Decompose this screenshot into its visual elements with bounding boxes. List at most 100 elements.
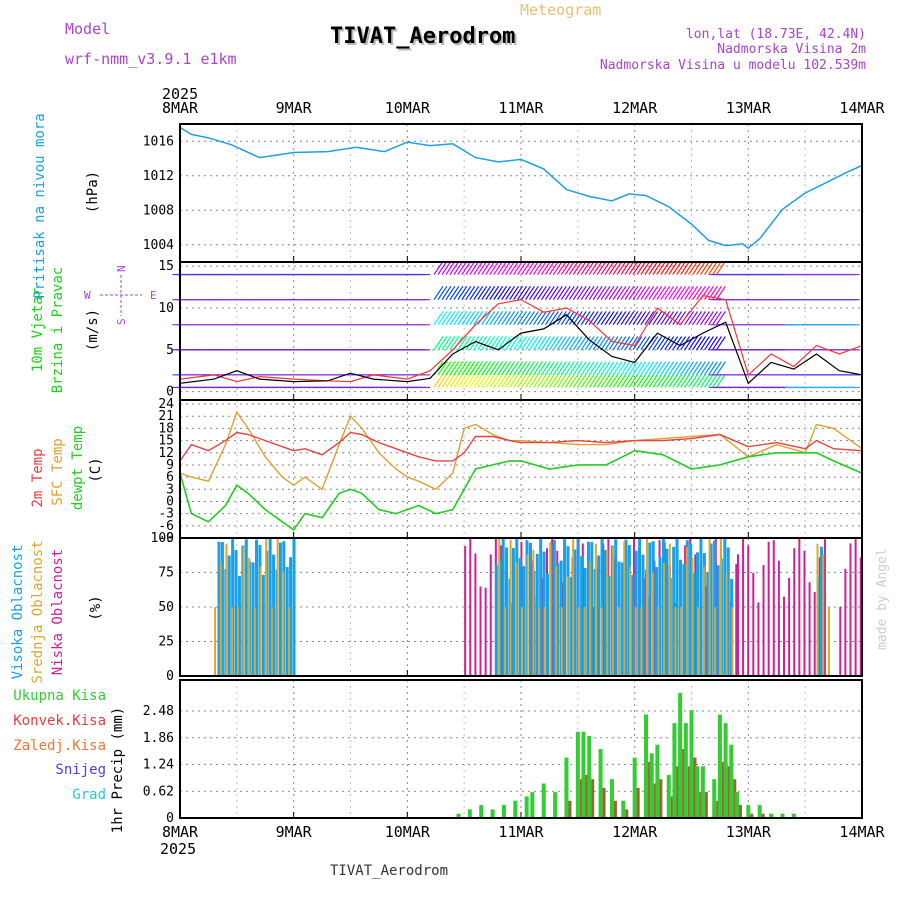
cloud-bar-low <box>849 543 852 676</box>
wind-arrow <box>632 285 643 300</box>
wind-arrow <box>552 336 563 351</box>
wind-direction-legend: N E S W <box>84 265 157 325</box>
wind-arrow <box>509 285 520 300</box>
wind-arrow <box>664 285 675 300</box>
wind-arrow <box>564 361 575 376</box>
cloud-bar-low <box>484 587 487 676</box>
wind-arrow <box>465 361 476 376</box>
cloud-bar-high <box>494 565 498 676</box>
wind-arrow <box>544 285 555 300</box>
cloud-low-label: Niska Oblacnost <box>50 549 66 675</box>
precip-total-bar <box>581 731 586 818</box>
wind-arrow <box>664 311 675 326</box>
wind-arrow <box>560 336 571 351</box>
precip-total-bar <box>666 774 671 818</box>
cloud-bar-high <box>607 575 611 676</box>
cloud-bar-low <box>803 550 806 676</box>
precip-total-bar <box>734 792 739 818</box>
wind-arrow <box>513 373 523 388</box>
wind-arrow <box>584 311 595 326</box>
wind-arrow <box>604 285 615 300</box>
wind-arrow <box>600 260 611 275</box>
y-tick-label: 75 <box>158 566 174 581</box>
cloud-bar-high <box>546 573 550 676</box>
wind-arrow <box>473 336 484 351</box>
cloud-bar-high <box>699 538 703 676</box>
wind-arrow <box>656 336 667 351</box>
cloud-bar-high <box>638 538 642 676</box>
cloud-bar-high <box>563 539 567 676</box>
wind-arrow <box>668 336 679 351</box>
y-tick-label: -9 <box>158 531 174 546</box>
wind-arrow <box>497 373 508 388</box>
model-label: Model <box>65 20 110 38</box>
y-tick-label: 1004 <box>143 238 174 253</box>
wind-arrow <box>644 373 655 388</box>
wind-arrow <box>441 311 452 326</box>
wind-arrow <box>648 311 659 326</box>
wind-arrow <box>540 285 551 300</box>
wind-arrow <box>453 260 464 275</box>
wind-arrow <box>600 361 611 376</box>
cloud-bar-high <box>261 574 265 676</box>
wind-arrow <box>457 336 468 351</box>
cloud-bar-mid <box>242 546 245 676</box>
wind-arrow <box>481 336 492 351</box>
wind-arrow <box>568 336 579 351</box>
wind-arrow <box>529 361 539 376</box>
precip-conv-bar <box>761 813 765 818</box>
cloud-bar-high <box>285 566 289 676</box>
cloud-bar-high <box>624 539 628 676</box>
precip-conv-bar <box>591 779 595 818</box>
wind-arrow <box>505 311 516 326</box>
wind-arrow <box>533 361 543 376</box>
wind-arrow <box>644 361 655 376</box>
wind-arrow <box>640 336 651 351</box>
wind-arrow <box>656 260 667 275</box>
wind-arrow <box>544 361 555 376</box>
wind-arrow <box>497 361 508 376</box>
top-year: 2025 <box>162 85 198 103</box>
wind-arrow <box>493 336 504 351</box>
wind-arrow <box>509 260 520 275</box>
wind-arrow <box>461 361 472 376</box>
wind-arrow <box>521 336 531 351</box>
wind-arrow <box>692 311 703 326</box>
wind-arrow <box>509 336 520 351</box>
wind-arrow <box>620 373 631 388</box>
wind-arrow <box>704 361 714 376</box>
wind-arrow <box>660 311 671 326</box>
precip-conv-bar <box>699 792 703 818</box>
wind-arrow <box>560 260 571 275</box>
wind-arrow <box>680 361 691 376</box>
wind-arrow <box>604 311 615 326</box>
wind-arrow <box>457 285 468 300</box>
wind-arrow <box>465 311 476 326</box>
cloud-bar-high <box>535 553 539 676</box>
wind-arrow <box>580 361 591 376</box>
precip-conv-bar <box>750 813 754 818</box>
wind-arrow <box>584 373 595 388</box>
cloud-bar-mid <box>577 607 580 676</box>
cloud-bar-high <box>251 562 255 676</box>
wind-arrow <box>469 311 480 326</box>
wind-arrow <box>708 260 718 275</box>
wind-arrow <box>692 361 703 376</box>
wind-arrow <box>636 285 647 300</box>
y-tick-label: 0 <box>166 811 174 826</box>
page-title: TIVAT_Aerodrom <box>330 24 515 49</box>
wind-arrow <box>489 285 500 300</box>
cloud-bar-mid <box>265 538 268 676</box>
wind-arrow <box>517 260 527 275</box>
wind-arrow <box>704 285 714 300</box>
y-tick-label: 2.48 <box>143 704 174 719</box>
wind-arrow <box>548 373 559 388</box>
wind-arrow <box>676 373 687 388</box>
wind-arrow <box>708 311 718 326</box>
wind-arrow <box>592 285 603 300</box>
wind-arrow <box>477 260 488 275</box>
wind-arrow <box>716 285 726 300</box>
wind-arrow <box>465 336 476 351</box>
wind-arrow <box>453 285 464 300</box>
wind-arrow <box>596 373 607 388</box>
